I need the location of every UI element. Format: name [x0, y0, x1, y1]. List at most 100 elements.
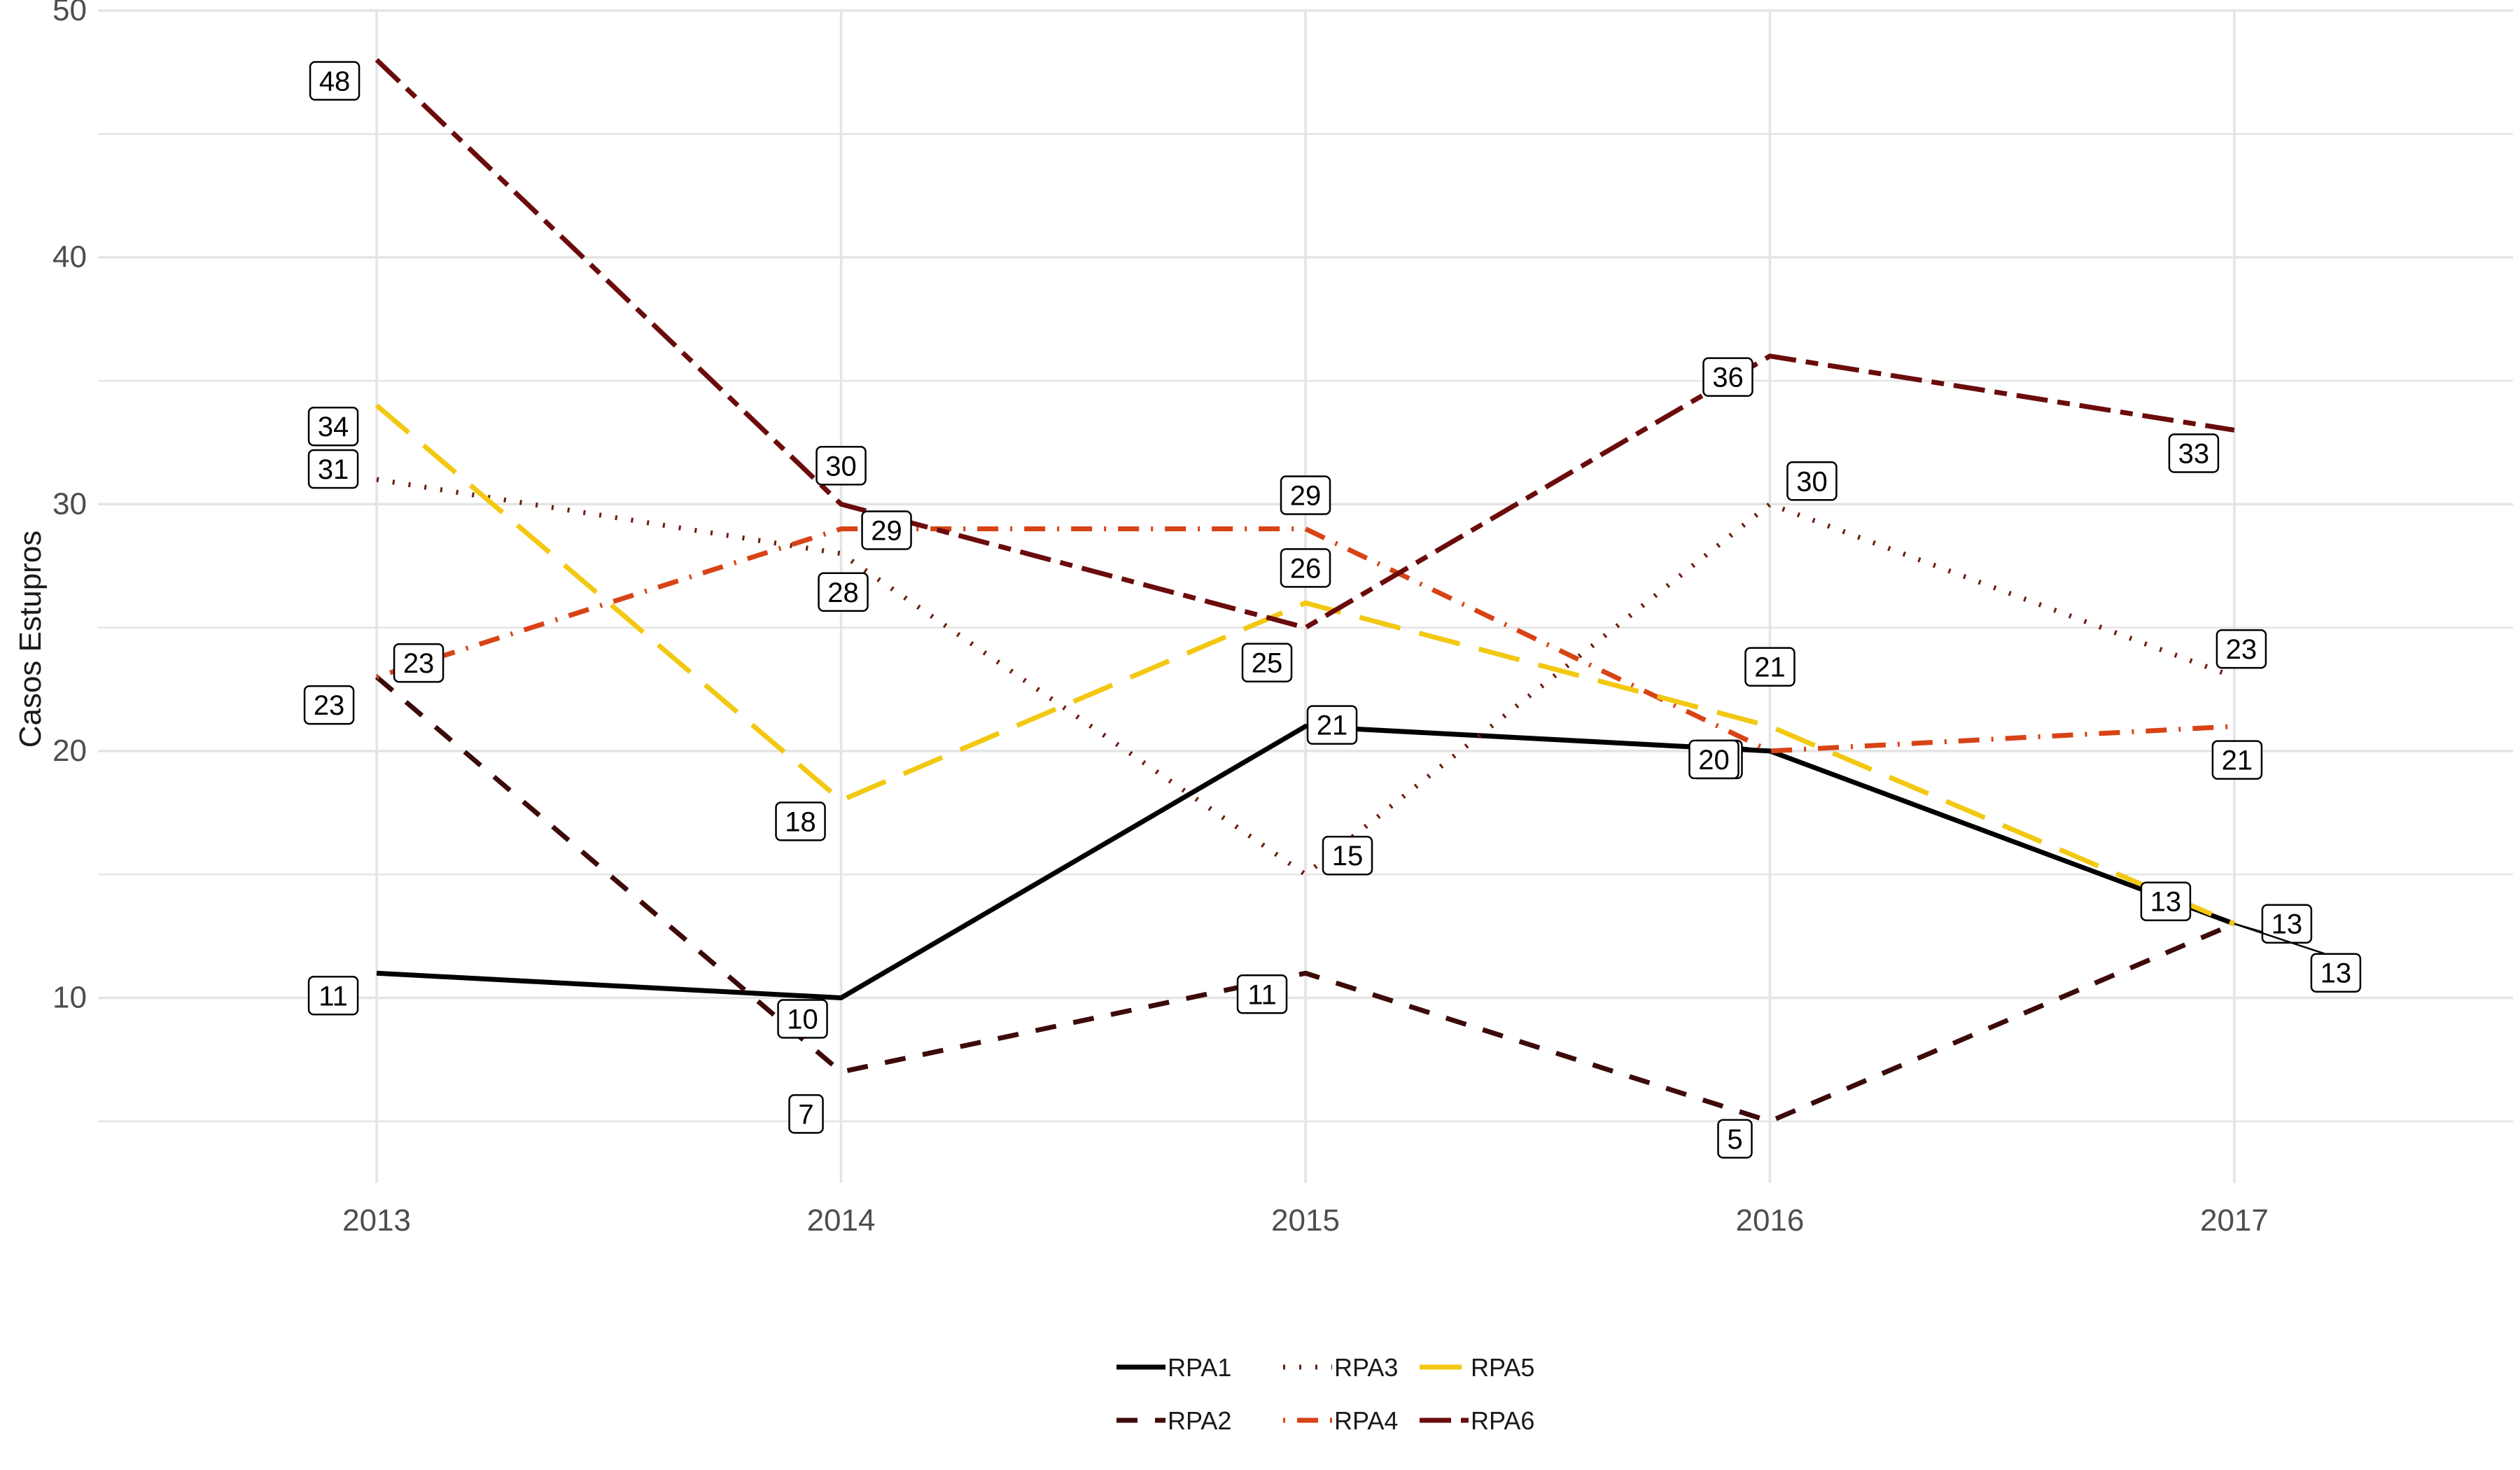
data-label: 11: [1236, 974, 1288, 1014]
data-label: 30: [1786, 461, 1837, 501]
data-label: 15: [1322, 835, 1373, 876]
data-label-text: 15: [1332, 841, 1364, 872]
data-label-text: 29: [1290, 481, 1322, 512]
grid: [98, 9, 2513, 1183]
data-label-text: 21: [1754, 652, 1786, 683]
data-label-text: 33: [2178, 438, 2210, 469]
legend-label: RPA3: [1334, 1353, 1398, 1382]
data-label-box: [2310, 953, 2362, 993]
data-label-text: 13: [2150, 887, 2182, 918]
data-label: 13: [2310, 953, 2362, 993]
y-tick-label: 10: [52, 981, 87, 1015]
data-label-box: [1280, 548, 1331, 588]
data-label: 33: [2168, 433, 2220, 473]
data-label-text: 25: [1252, 648, 1283, 679]
data-label-box: [2168, 433, 2220, 473]
data-label: 13: [2140, 881, 2192, 921]
data-label-box: [307, 406, 359, 447]
data-label-box: [861, 510, 912, 550]
data-label-text: 5: [1727, 1124, 1742, 1155]
data-label: 20: [1688, 739, 1740, 780]
label-leader-line: [2234, 923, 2337, 958]
data-label-text: 21: [1317, 710, 1348, 741]
data-label: 34: [307, 406, 359, 447]
data-label-box: [2216, 629, 2267, 669]
legend-item-rpa5: RPA5: [1420, 1353, 1534, 1382]
data-label-text: 10: [787, 1004, 818, 1035]
data-label-box: [1702, 357, 1754, 397]
data-label-text: 13: [2272, 909, 2303, 940]
legend-label: RPA5: [1471, 1353, 1534, 1382]
data-label: 28: [818, 572, 869, 612]
data-label-text: 30: [825, 451, 857, 482]
data-label-text: 26: [1290, 553, 1322, 584]
data-label-text: 7: [798, 1099, 813, 1130]
data-label-text: 36: [1712, 363, 1744, 393]
data-label-box: [1744, 647, 1795, 687]
series-lines: [374, 57, 2236, 1124]
data-label-text: 48: [319, 66, 351, 97]
x-tick-label: 2015: [1271, 1203, 1340, 1238]
data-label-box: [1322, 835, 1373, 876]
data-label-box: [1786, 461, 1837, 501]
data-label-box: [777, 999, 828, 1039]
legend-label: RPA2: [1168, 1406, 1231, 1435]
y-tick-label: 50: [52, 0, 87, 27]
data-label: 29: [861, 510, 912, 550]
legend-label: RPA1: [1168, 1353, 1231, 1382]
data-label-box: [1280, 475, 1331, 515]
data-label-text: 18: [785, 806, 816, 837]
data-label-box: [788, 1094, 824, 1134]
data-label-box: [303, 685, 355, 725]
legend-label: RPA4: [1334, 1406, 1398, 1435]
data-label-box: [1241, 643, 1293, 682]
x-tick-label: 2017: [2200, 1203, 2269, 1238]
data-label: 25: [1241, 643, 1293, 682]
series-line-rpa6: [374, 57, 2235, 631]
data-label-text: 28: [827, 578, 859, 608]
x-tick-label: 2016: [1736, 1203, 1805, 1238]
data-label-box: [775, 802, 826, 841]
data-label-box: [2261, 904, 2313, 944]
data-label: 7: [788, 1094, 824, 1134]
data-label-text: 23: [403, 648, 435, 679]
data-label-box: [1236, 974, 1288, 1014]
data-label: 10: [777, 999, 828, 1039]
data-label: 48: [309, 61, 360, 101]
data-label: 29: [1280, 475, 1331, 515]
data-label-text: 23: [2226, 634, 2258, 665]
data-label-box: [393, 643, 444, 683]
series-line-rpa5: [374, 403, 2236, 926]
data-label-box: [2211, 740, 2263, 780]
legend: RPA1 RPA2 RPA3 RPA4 RPA5 RPA6: [1116, 1353, 1534, 1435]
data-label-text: 20: [1698, 745, 1730, 776]
data-label: 26: [1280, 548, 1331, 588]
data-label-box: [2140, 881, 2192, 921]
legend-item-rpa1: RPA1: [1116, 1353, 1231, 1382]
data-label-box: [816, 446, 867, 486]
data-label-text: 11: [318, 981, 348, 1011]
y-tick-label: 30: [52, 486, 87, 521]
data-label-box: [307, 976, 359, 1016]
data-label: 21: [2211, 740, 2263, 780]
data-label-box: [1688, 739, 1740, 780]
data-label-text: 13: [2320, 958, 2352, 989]
series-line-rpa1: [376, 724, 2236, 1001]
legend-item-rpa6: RPA6: [1420, 1406, 1534, 1435]
legend-label: RPA6: [1471, 1406, 1534, 1435]
legend-item-rpa4: RPA4: [1283, 1406, 1398, 1435]
data-label-text: 23: [314, 690, 345, 721]
data-label: 13: [2261, 904, 2313, 944]
data-label: 11: [307, 976, 359, 1016]
data-label-box: [307, 449, 359, 489]
data-label: 23: [393, 643, 444, 683]
data-labels: 1110212013237115133128153023232929202134…: [303, 61, 2362, 1159]
data-label: 21: [1744, 647, 1795, 687]
data-label-text: 31: [318, 454, 349, 485]
data-label-text: 29: [871, 516, 902, 547]
data-label-box: [818, 572, 869, 612]
data-label-box: [1306, 705, 1358, 745]
